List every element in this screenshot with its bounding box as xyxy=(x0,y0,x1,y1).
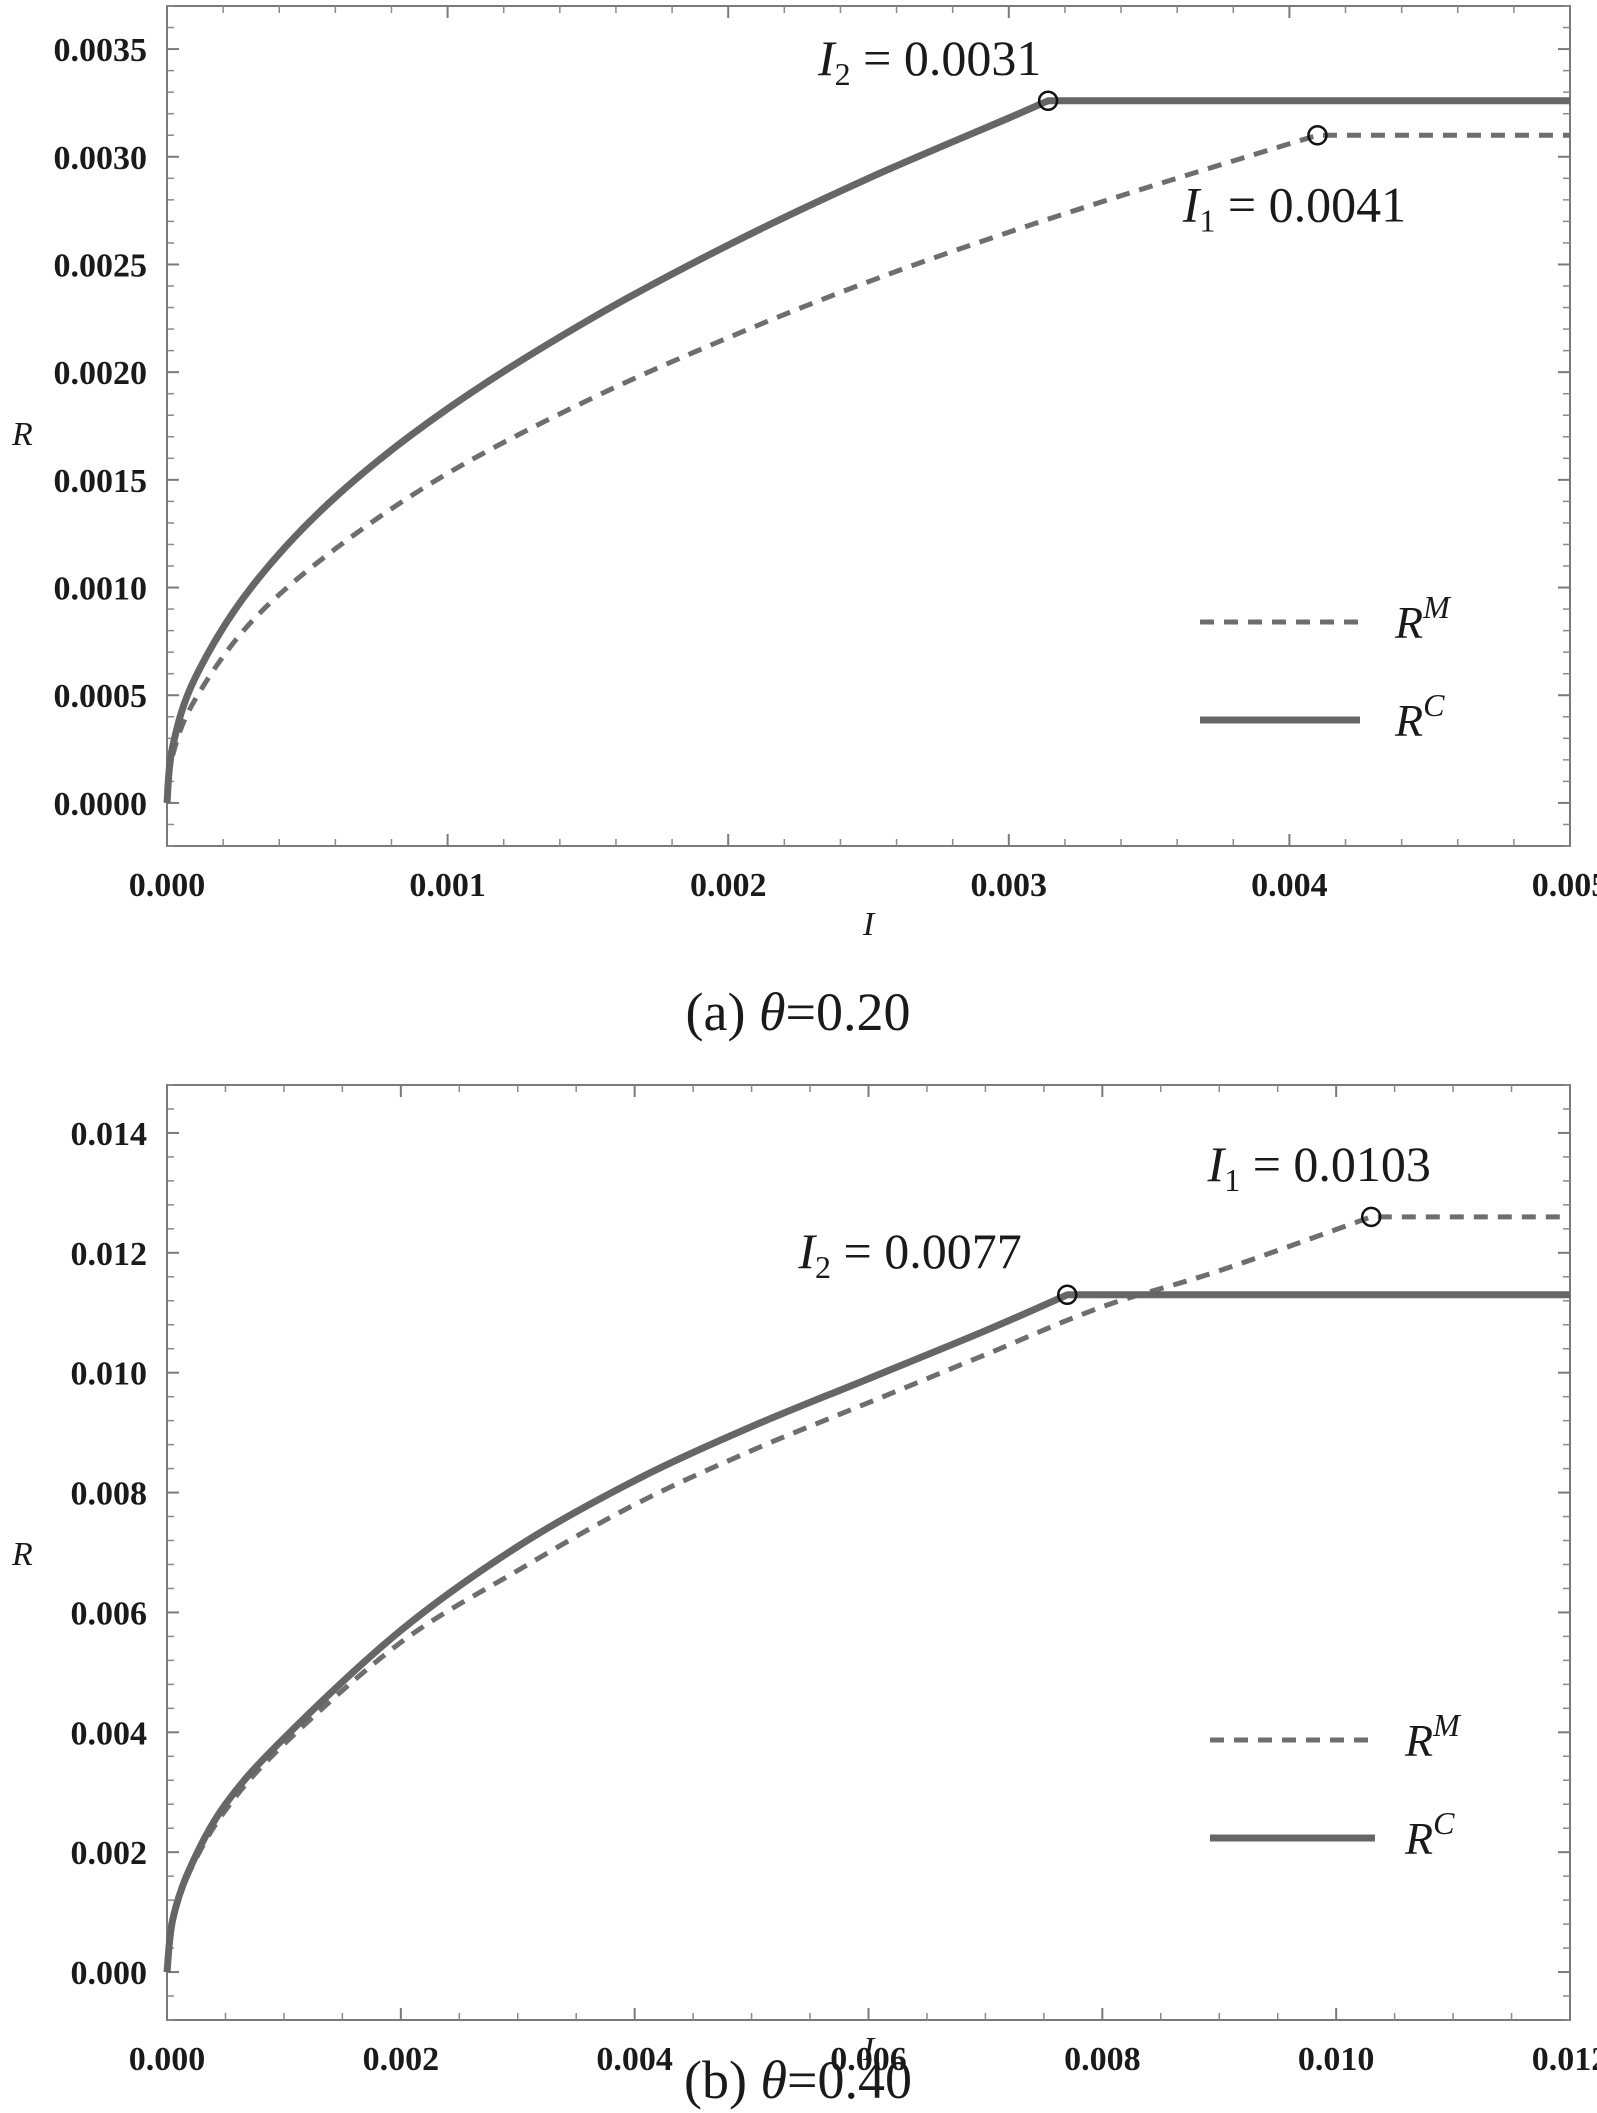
y-tick-label: 0.0020 xyxy=(54,355,148,392)
x-tick-label: 0.010 xyxy=(1298,2041,1375,2078)
x-axis-label: I xyxy=(862,906,876,943)
panel-caption: (a) θ=0.20 xyxy=(686,982,911,1042)
y-tick-label: 0.0005 xyxy=(54,678,148,715)
legend: RM RC xyxy=(1210,1707,1462,1864)
y-tick-label: 0.0010 xyxy=(54,571,148,608)
annotation-label: I1 = 0.0103 xyxy=(1207,1136,1431,1198)
annotation-marker xyxy=(1307,124,1328,146)
legend-entry-RC: RC xyxy=(1404,1805,1455,1864)
y-tick-label: 0.014 xyxy=(71,1116,148,1153)
x-tick-label: 0.004 xyxy=(1251,867,1328,904)
x-tick-label: 0.005 xyxy=(1532,867,1597,904)
y-tick-label: 0.000 xyxy=(71,1955,148,1992)
annotation-label: I2 = 0.0077 xyxy=(797,1223,1021,1285)
x-tick-label: 0.012 xyxy=(1532,2041,1597,2078)
y-tick-label: 0.0015 xyxy=(54,463,148,500)
x-tick-label: 0.000 xyxy=(129,2041,206,2078)
chart-panel-a: 0.000 0.001 0.002 0.003 0.004 0.005 0.0000 0.00… xyxy=(11,5,1597,1042)
y-axis-label: R xyxy=(11,416,33,453)
x-tick-label: 0.002 xyxy=(690,867,767,904)
panel-caption: (b) θ=0.40 xyxy=(684,2050,912,2110)
series-line-RC xyxy=(163,1291,1570,1973)
y-tick-label: 0.0030 xyxy=(54,140,148,177)
series-line-RM xyxy=(164,1214,1570,1973)
legend-entry-RM: RM xyxy=(1394,589,1452,648)
y-tick-label: 0.008 xyxy=(71,1476,148,1513)
y-tick-label: 0.0000 xyxy=(54,786,148,823)
plot-frame xyxy=(166,5,1571,847)
annotation-marker xyxy=(1360,1206,1382,1228)
y-tick-label: 0.002 xyxy=(71,1835,148,1872)
chart-panel-b: 0.000 0.002 0.004 0.006 0.008 0.010 0.012 0.000… xyxy=(11,1084,1597,2110)
y-axis-label: R xyxy=(11,1536,33,1573)
y-tick-label: 0.010 xyxy=(71,1356,148,1393)
annotation-marker xyxy=(1057,1284,1078,1306)
y-tick-label: 0.0025 xyxy=(54,247,148,284)
y-tick-label: 0.0035 xyxy=(54,32,148,69)
legend-entry-RC: RC xyxy=(1394,687,1445,746)
series-line-RC xyxy=(163,97,1570,804)
legend: RM RC xyxy=(1200,589,1452,746)
annotation-label: I1 = 0.0041 xyxy=(1182,176,1406,238)
annotation-marker xyxy=(1037,90,1059,112)
series-line-RM xyxy=(164,132,1570,804)
x-tick-label: 0.004 xyxy=(596,2041,673,2078)
x-tick-label: 0.006 xyxy=(830,2041,907,2078)
x-tick-label: 0.002 xyxy=(363,2041,440,2078)
legend-entry-RM: RM xyxy=(1404,1707,1462,1766)
x-tick-label: 0.008 xyxy=(1064,2041,1141,2078)
x-tick-label: 0.003 xyxy=(971,867,1048,904)
x-axis-label: I xyxy=(862,2031,876,2068)
y-tick-label: 0.004 xyxy=(71,1715,148,1752)
x-tick-label: 0.000 xyxy=(129,867,206,904)
y-tick-label: 0.006 xyxy=(71,1595,148,1632)
y-tick-label: 0.012 xyxy=(71,1236,148,1273)
annotation-label: I2 = 0.0031 xyxy=(817,30,1041,92)
x-tick-label: 0.001 xyxy=(409,867,486,904)
